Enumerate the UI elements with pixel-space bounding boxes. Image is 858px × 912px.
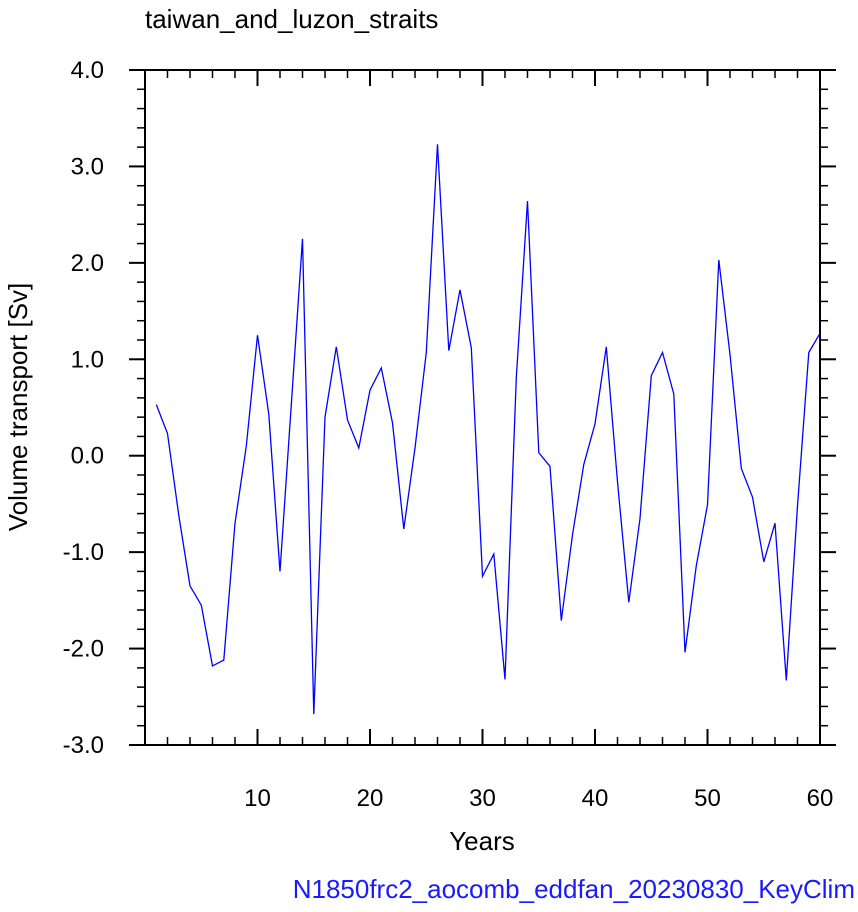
- plot-border: [144, 69, 821, 746]
- series-layer: [155, 144, 821, 715]
- x-axis-title: Years: [449, 826, 515, 856]
- x-tick-label: 50: [694, 785, 721, 812]
- run-label: N1850frc2_aocomb_eddfan_20230830_KeyClim: [293, 874, 855, 904]
- y-tick-labels: -3.0 -2.0 -1.0 0.0 1.0 2.0 3.0 4.0: [63, 57, 104, 759]
- y-tick-label: -1.0: [63, 539, 104, 566]
- y-axis-title: Volume transport [Sv]: [3, 283, 33, 532]
- y-tick-label: -3.0: [63, 732, 104, 759]
- chart-title: taiwan_and_luzon_straits: [145, 4, 438, 34]
- x-tick-labels: 10 20 30 40 50 60: [244, 785, 833, 812]
- y-tick-label: 0.0: [71, 443, 104, 470]
- series-line: [155, 144, 821, 715]
- x-tick-label: 60: [807, 785, 834, 812]
- x-tick-label: 40: [582, 785, 609, 812]
- y-tick-label: 1.0: [71, 346, 104, 373]
- y-tick-label: -2.0: [63, 636, 104, 663]
- x-tick-label: 30: [469, 785, 496, 812]
- y-tick-label: 2.0: [71, 250, 104, 277]
- x-tick-label: 10: [244, 785, 271, 812]
- minor-ticks: [137, 70, 828, 745]
- major-ticks: [129, 69, 836, 746]
- x-tick-label: 20: [357, 785, 384, 812]
- y-tick-label: 4.0: [71, 57, 104, 84]
- y-tick-label: 3.0: [71, 153, 104, 180]
- plot-frame: [144, 69, 821, 746]
